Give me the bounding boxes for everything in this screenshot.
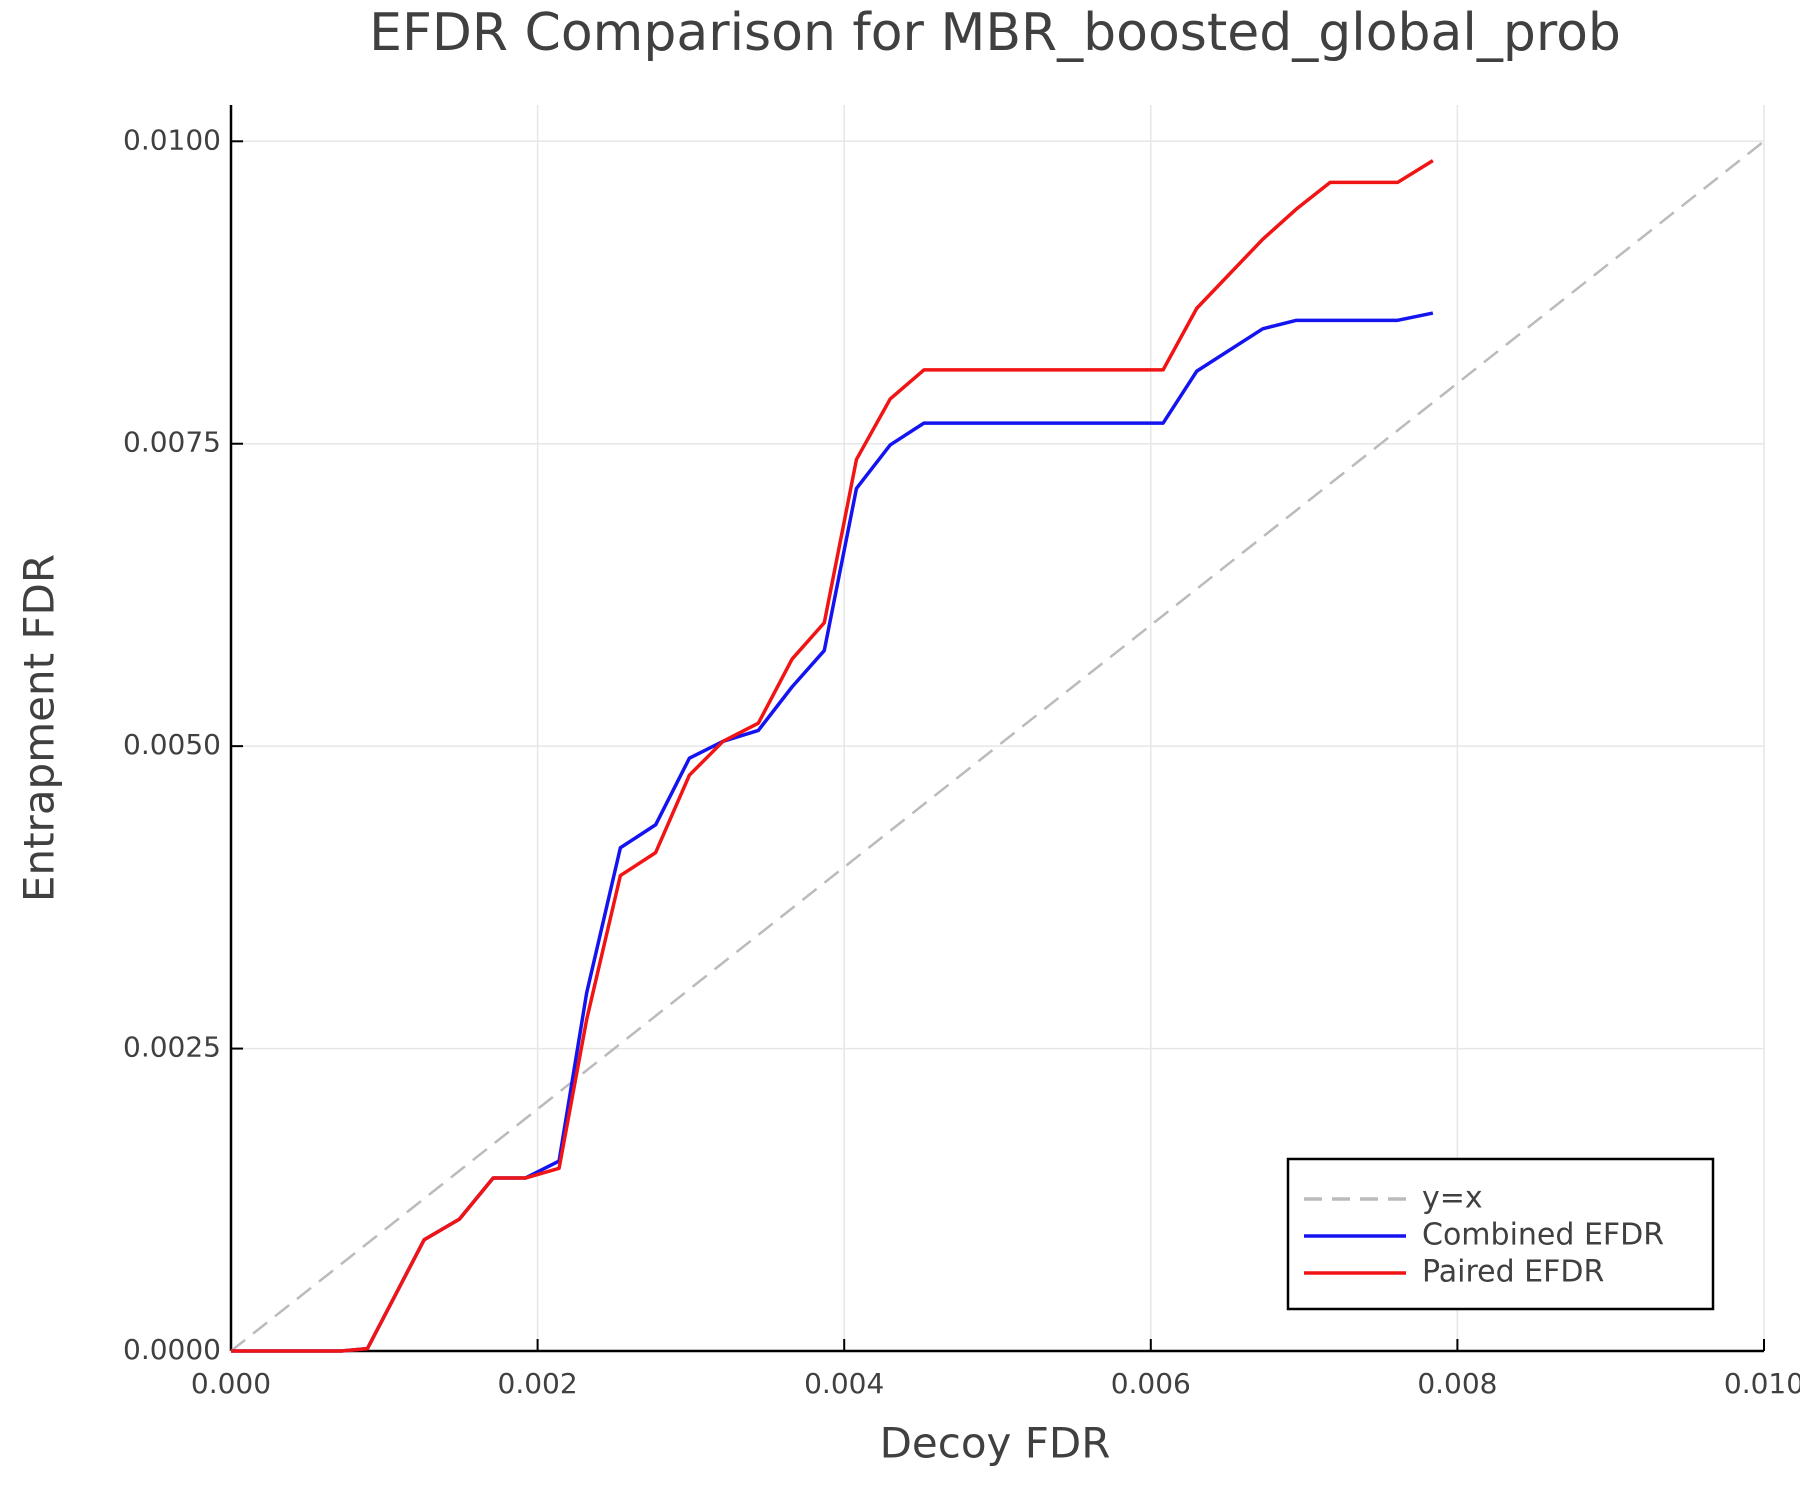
y-tick-label: 0.0050 <box>123 728 221 761</box>
legend-box <box>1286 1157 1715 1311</box>
y-axis-label: Entrapment FDR <box>15 554 64 902</box>
x-tick-label: 0.004 <box>804 1367 884 1400</box>
legend-label: y=x <box>1422 1181 1483 1216</box>
y-tick-label: 0.0000 <box>123 1333 221 1366</box>
x-tick-label: 0.006 <box>1111 1367 1191 1400</box>
y-tick-label: 0.0075 <box>123 426 221 459</box>
y-tick-label: 0.0025 <box>123 1031 221 1064</box>
x-tick-label: 0.000 <box>191 1367 271 1400</box>
legend-label: Combined EFDR <box>1422 1218 1664 1253</box>
line-series <box>231 311 1434 1353</box>
chart-title: EFDR Comparison for MBR_boosted_global_p… <box>369 3 1621 63</box>
x-axis-label: Decoy FDR <box>880 1419 1111 1468</box>
x-tick-label: 0.010 <box>1724 1367 1800 1400</box>
x-tick-label: 0.002 <box>498 1367 578 1400</box>
y-tick-label: 0.0100 <box>123 123 221 156</box>
line-series <box>230 140 1765 1352</box>
legend-label: Paired EFDR <box>1422 1255 1604 1290</box>
x-tick-label: 0.008 <box>1417 1367 1497 1400</box>
line-series <box>231 159 1434 1353</box>
